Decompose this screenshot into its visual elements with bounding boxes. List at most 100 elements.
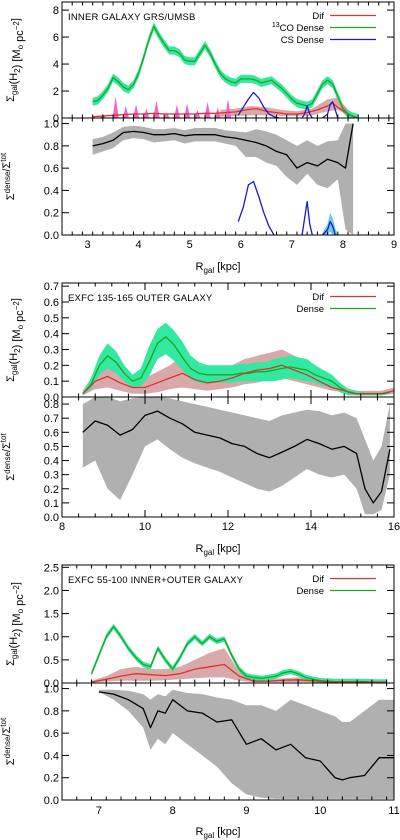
x-tick-label: 5 (187, 239, 193, 251)
y-tick-label: 0 (53, 113, 59, 125)
y-tick-label: 1.5 (44, 609, 59, 621)
x-tick-label: 7 (96, 805, 102, 817)
legend-label: Dif (312, 292, 324, 303)
y-tick-label: 0.5 (44, 655, 59, 667)
lower-panel: 0.0 0.1 0.2 0.3 0.4 0.5 0.6 0.7 0.8 (44, 396, 395, 524)
y-tick-label: 0.6 (44, 163, 59, 175)
series-cs-ratio-line (322, 220, 338, 235)
legend-label-prefix: 13 (272, 22, 280, 29)
x-axis-label-sub: gal (203, 831, 214, 840)
x-axis-label: Rgal [kpc] (196, 261, 241, 275)
plot-area (98, 689, 394, 799)
series-ratio-line (98, 691, 394, 781)
series-ratio-line (82, 410, 391, 504)
x-axis-label-sub: gal (203, 548, 214, 557)
y-tick-label: 2.0 (44, 585, 59, 597)
y-axis-label: Σgal(H2) [Mo pc−2] (5, 298, 26, 382)
series-cs-dense-line (237, 91, 280, 118)
y-tick-label: 0.6 (44, 728, 59, 740)
series-dif-range-band (91, 648, 387, 683)
y-tick-label: 0.2 (44, 773, 59, 785)
y-tick-label: 0.0 (44, 795, 59, 807)
upper-panel: 0 2 4 6 8 (53, 1, 395, 125)
y-tick-label: 8 (53, 5, 59, 17)
series-magenta-range-spike (163, 112, 170, 118)
legend-label: Dif (312, 574, 324, 585)
x-axis-label-main: R (196, 261, 204, 273)
x-tick-label: 8 (59, 521, 65, 533)
panel-title: EXFC 135-165 OUTER GALAXY (68, 293, 213, 304)
y-axis-label-ratio: Σdense/Σtot (0, 152, 17, 200)
y-tick-label: 4 (53, 59, 59, 71)
y-tick-label: 0.7 (44, 281, 59, 293)
x-axis-label: Rgal [kpc] (196, 543, 241, 557)
x-tick-label: 14 (305, 521, 317, 533)
y-tick-label: 0.3 (44, 470, 59, 482)
y-axis-label: Σgal(H2) [Mo pc−2] (5, 18, 26, 102)
y-tick-label: 0.4 (44, 185, 59, 197)
y-tick-label: 0.0 (44, 230, 59, 242)
legend-label: Dense (297, 586, 324, 597)
panel-title: EXFC 55-100 INNER+OUTER GALAXY (68, 575, 244, 586)
series-ratio-band (92, 123, 354, 235)
plot-area (90, 623, 387, 683)
chart-panel-1: 0 2 4 6 8 0.0 0.2 0.4 0.6 0.8 1.0 INNER GALAXY GRS/… (0, 1, 397, 275)
y-tick-label: 0.0 (44, 392, 59, 404)
x-tick-label: 10 (139, 521, 151, 533)
x-tick-label: 6 (238, 239, 244, 251)
x-tick-label: 7 (289, 239, 295, 251)
panel-title: INNER GALAXY GRS/UMSB (68, 12, 196, 23)
plot-frame (61, 117, 395, 236)
x-tick-label: 3 (84, 239, 90, 251)
y-tick-label: 0.8 (44, 706, 59, 718)
y-tick-label: 0.4 (44, 456, 59, 468)
series-cs-ratio-line (301, 200, 313, 235)
x-axis-label-unit: [kpc] (214, 261, 240, 273)
series-magenta-range-spike (224, 99, 232, 118)
x-axis-label-sub: gal (203, 266, 214, 275)
plot-area (92, 123, 354, 235)
series-cs-ratio-line (237, 180, 275, 235)
x-tick-label: 11 (388, 805, 399, 817)
lower-panel: 0.0 0.2 0.4 0.6 0.8 1.0 (44, 117, 395, 242)
legend-label: 13CO Dense (272, 22, 324, 34)
y-tick-label: 0.2 (44, 484, 59, 496)
lower-panel: 0.0 0.2 0.4 0.6 0.8 1.0 (44, 682, 395, 807)
x-tick-label: 8 (170, 805, 176, 817)
series-dif-range-band (220, 97, 348, 117)
y-axis-label-ratio: Σdense/Σtot (0, 433, 17, 481)
y-tick-label: 2 (53, 86, 59, 98)
y-tick-label: 0.4 (44, 750, 59, 762)
y-tick-label: 0.5 (44, 313, 59, 325)
y-tick-label: 1.0 (44, 632, 59, 644)
series-ratio-band (82, 397, 390, 515)
y-tick-label: 1.0 (44, 119, 59, 131)
chart-panel-2: 0.00.10.20.30.40.50.60.70.00.10.20.30.40… (0, 281, 400, 557)
y-tick-label: 0.0 (44, 512, 59, 524)
y-tick-label: 0.2 (44, 208, 59, 220)
series-cs-dense-line (301, 105, 313, 118)
legend-label: Dif (312, 11, 324, 22)
series-cs-dense-line (322, 101, 339, 118)
y-tick-label: 0.8 (44, 141, 59, 153)
x-tick-label: 10 (314, 805, 326, 817)
series-magenta-range-spike (112, 96, 119, 118)
chart-panel-3: 0.0 0.5 1.0 1.5 2.0 2.5 0.0 0.2 0.4 0.6 0.8 1.0 EXFC… (0, 562, 400, 840)
y-tick-label: 0.8 (44, 399, 59, 411)
x-axis-label: Rgal [kpc] (196, 826, 241, 840)
x-tick-label: 8 (340, 239, 346, 251)
y-tick-label: 0.3 (44, 345, 59, 357)
series-13co-dense-line (92, 25, 359, 118)
series-dense-band (91, 623, 387, 683)
y-axis-label-ratio: Σdense/Σtot (0, 717, 17, 765)
series-dif-line (91, 663, 387, 683)
plot-frame (61, 682, 395, 801)
plot-area (82, 322, 394, 396)
series-ratio-line (92, 123, 354, 169)
x-axis-label-unit: [kpc] (214, 543, 240, 555)
y-tick-label: 1.0 (44, 684, 59, 696)
legend-label: Dense (297, 304, 324, 315)
